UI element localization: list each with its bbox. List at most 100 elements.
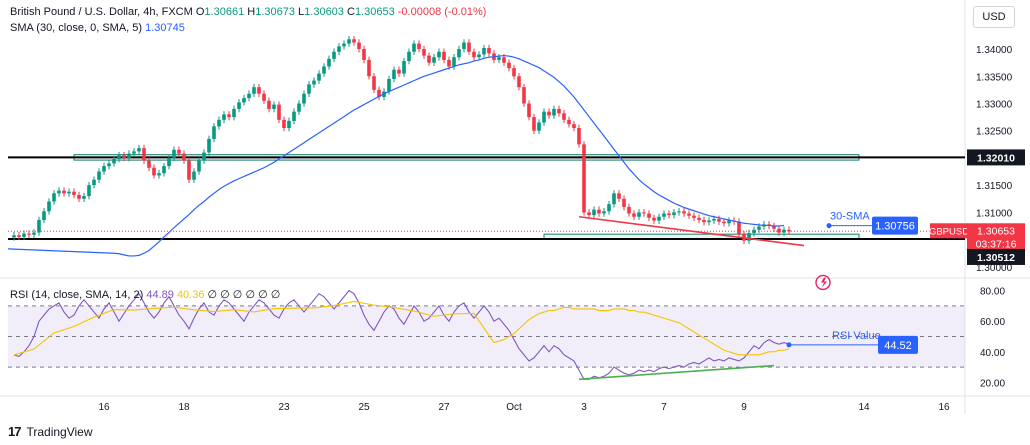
candle-body (367, 59, 371, 77)
candle-body (387, 79, 391, 92)
ohlc-open: 1.30661 (204, 6, 245, 18)
candle-body (172, 149, 176, 158)
candle-body (537, 122, 541, 131)
candle-body (332, 51, 336, 59)
candle-body (142, 148, 146, 161)
rsi-axis-tick: 60.00 (980, 317, 1005, 328)
candle-body (67, 191, 71, 194)
candle-body (787, 229, 791, 232)
candle-body (12, 235, 16, 238)
candle-body (42, 211, 46, 221)
rsi-ma-line (13, 300, 790, 356)
rsi-value-tag-text: 44.52 (884, 340, 912, 352)
rsi-ma-value: 40.36 (176, 289, 205, 301)
time-axis-tick: 23 (278, 402, 290, 413)
candle-body (207, 138, 211, 153)
candle-body (447, 59, 451, 67)
time-axis-tick: 18 (178, 402, 190, 413)
time-axis-tick: 27 (438, 402, 450, 413)
candle-body (342, 43, 346, 47)
candle-body (197, 160, 201, 172)
price-axis-tick: 1.31000 (976, 208, 1013, 219)
candle-body (222, 114, 226, 120)
candle-body (707, 220, 711, 223)
candle-body (677, 211, 681, 213)
rsi-extras: ∅ ∅ ∅ ∅ ∅ ∅ (207, 289, 281, 301)
ohlc-close-label: C (346, 6, 355, 18)
candle-body (672, 212, 676, 216)
candle-body (647, 213, 651, 218)
candle-body (392, 69, 396, 79)
candle-body (612, 193, 616, 205)
candle-body (17, 235, 21, 237)
candle-body (347, 39, 351, 44)
currency-button[interactable]: USD (973, 6, 1015, 28)
rsi-axis-tick: 40.00 (980, 348, 1005, 359)
candle-body (757, 226, 761, 230)
candle-body (187, 160, 191, 180)
candle-body (312, 80, 316, 85)
price-axis-tick: 1.31500 (976, 181, 1013, 192)
ohlc-low: 1.30603 (304, 6, 344, 18)
candle-body (687, 213, 691, 216)
candle-body (602, 211, 606, 214)
countdown-tag-text: 03:37:16 (976, 238, 1017, 250)
sma-label: SMA (30, close, 0, SMA, 5) (10, 22, 143, 34)
candle-body (257, 87, 261, 94)
sma-legend: SMA (30, close, 0, SMA, 5) 1.30745 (10, 22, 185, 34)
candle-body (517, 76, 521, 88)
time-axis-tick: 14 (858, 402, 870, 413)
price-axis-tick: 1.33500 (976, 72, 1013, 83)
candle-body (377, 89, 381, 97)
candle-body (322, 66, 326, 74)
candle-body (617, 193, 621, 199)
candle-body (177, 149, 181, 154)
candle-body (217, 119, 221, 127)
time-axis-tick: 3 (581, 402, 587, 413)
candle-body (127, 153, 131, 158)
level-tag (967, 149, 1025, 166)
candle-body (627, 206, 631, 214)
candle-body (237, 102, 241, 109)
candle-body (102, 166, 106, 172)
candle-body (427, 55, 431, 63)
candle-body (552, 108, 556, 116)
rsi-legend: RSI (14, close, SMA, 14, 2) 44.89 40.36 … (10, 288, 280, 301)
candle-body (407, 51, 411, 62)
level-tag-text: 1.30512 (977, 252, 1015, 264)
candle-body (242, 98, 246, 103)
brand-name: TradingView (26, 424, 93, 439)
rsi-axis-tick: 20.00 (980, 378, 1005, 389)
candle-body (717, 218, 721, 222)
candle-body (152, 167, 156, 176)
rsi-value: 44.89 (146, 289, 174, 301)
rsi-value-tag (878, 335, 918, 354)
candle-body (37, 220, 41, 233)
candle-body (202, 152, 206, 161)
ohlc-high: 1.30673 (255, 6, 295, 18)
candle-body (437, 51, 441, 58)
candle-body (512, 68, 516, 77)
ohlc-low-label: L (298, 6, 305, 18)
sma-value: 1.30745 (145, 22, 185, 34)
candle-body (657, 216, 661, 221)
candle-body (752, 229, 756, 234)
candle-body (722, 221, 726, 224)
ohlc-open-label: O (195, 6, 205, 18)
candle-body (592, 209, 596, 216)
price-axis-tick: 1.30000 (976, 263, 1013, 274)
level-tag (967, 248, 1025, 265)
candle-body (522, 87, 526, 104)
candle-body (352, 39, 356, 43)
candle-body (667, 213, 671, 216)
candle-body (22, 233, 26, 237)
candle-body (737, 221, 741, 235)
price-axis-tick: 1.33000 (976, 100, 1013, 111)
candle-body (362, 49, 366, 60)
candle-body (772, 226, 776, 229)
candle-body (287, 120, 291, 128)
candle-body (412, 43, 416, 52)
candle-body (417, 43, 421, 50)
candle-body (662, 213, 666, 217)
candle-body (727, 220, 731, 224)
